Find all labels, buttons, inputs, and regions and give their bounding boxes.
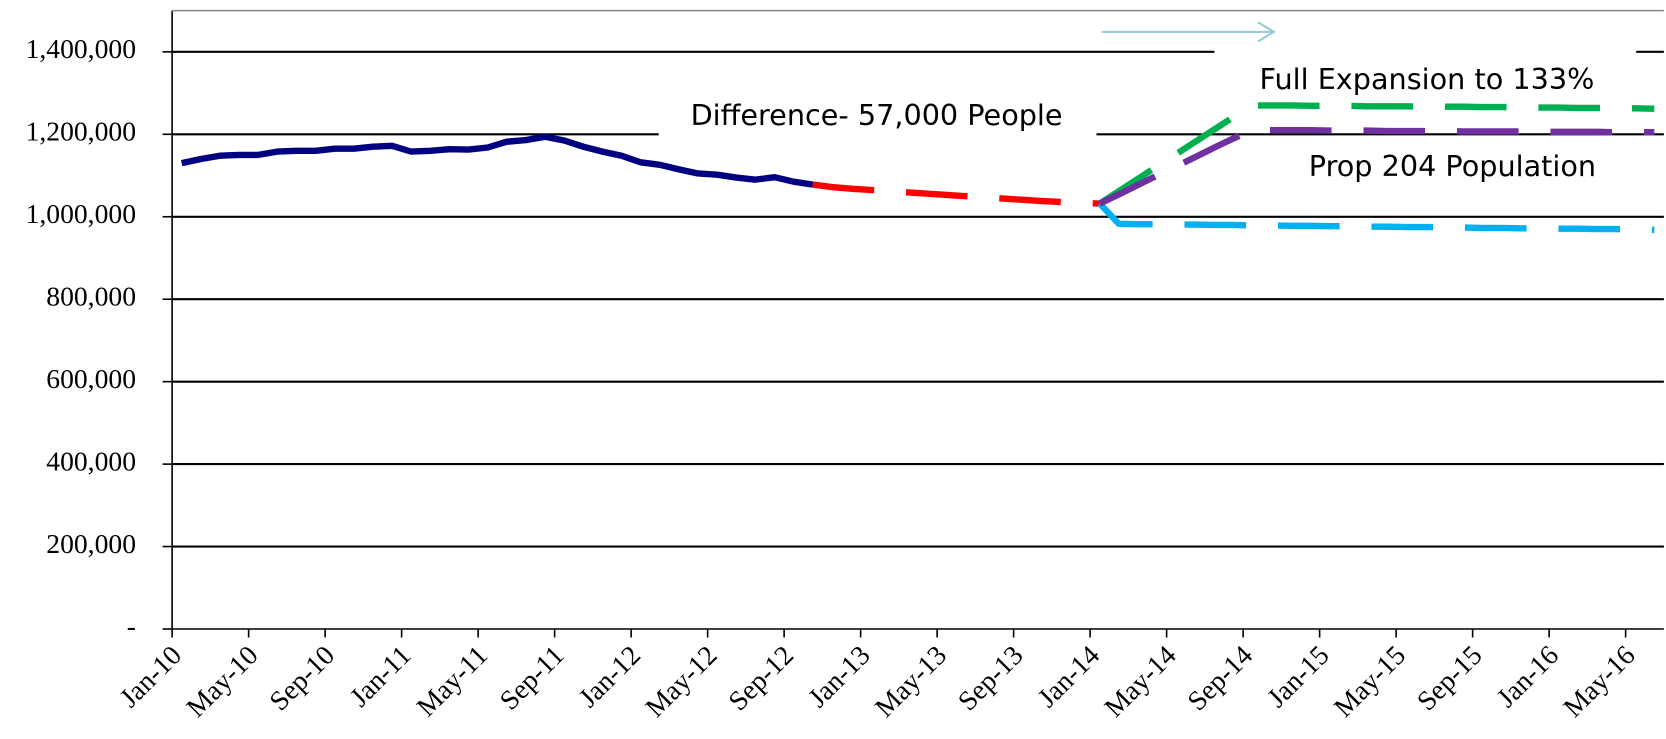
y-tick-label: 200,000 bbox=[46, 528, 136, 559]
arrow-head bbox=[1257, 21, 1277, 43]
y-tick-label: 600,000 bbox=[46, 363, 136, 394]
x-tick-label: May-16 bbox=[1557, 639, 1641, 723]
x-tick-label: Jan-10 bbox=[113, 639, 187, 713]
y-tick-label: 800,000 bbox=[46, 281, 136, 312]
x-tick-label: May-13 bbox=[868, 639, 952, 723]
annotation-bg bbox=[658, 93, 1097, 141]
series-line bbox=[181, 133, 814, 188]
x-tick-label: Sep-11 bbox=[493, 639, 570, 716]
annotation: Difference- 57,000 People bbox=[691, 98, 1063, 132]
x-tick-label: Jan-12 bbox=[572, 639, 646, 713]
x-tick-label: Sep-13 bbox=[951, 639, 1028, 716]
x-tick-label: Sep-15 bbox=[1410, 639, 1487, 716]
x-tick-label: May-10 bbox=[180, 639, 264, 723]
y-tick-label: 1,400,000 bbox=[26, 33, 136, 64]
series-line bbox=[812, 181, 1100, 207]
annotation-bg bbox=[1249, 136, 1664, 194]
series-line bbox=[1097, 201, 1655, 234]
annotation-bg bbox=[1214, 40, 1637, 100]
x-tick-label: Sep-10 bbox=[263, 639, 340, 716]
x-tick-label: May-11 bbox=[410, 639, 493, 722]
y-tick-label: 400,000 bbox=[46, 445, 136, 476]
series-line bbox=[1098, 126, 1655, 207]
x-tick-label: Jan-16 bbox=[1490, 639, 1564, 713]
x-tick-label: Sep-14 bbox=[1181, 639, 1258, 716]
plot: - 200,000 400,000 600,000 800,000 1,000,000 1,… bbox=[26, 9, 1664, 723]
series-line bbox=[1097, 102, 1655, 207]
x-tick-label: Sep-12 bbox=[722, 639, 799, 716]
y-tick-label: 1,200,000 bbox=[26, 116, 136, 147]
x-tick-label: Jan-15 bbox=[1261, 639, 1335, 713]
x-tick-label: May-15 bbox=[1327, 639, 1411, 723]
y-tick-label: 1,000,000 bbox=[26, 198, 136, 229]
x-tick-label: May-14 bbox=[1098, 639, 1182, 723]
x-tick-label: May-12 bbox=[639, 639, 723, 723]
annotation: Full Expansion to 133% bbox=[1260, 62, 1595, 96]
x-tick-label: Jan-13 bbox=[802, 639, 876, 713]
x-tick-label: Jan-11 bbox=[343, 639, 416, 712]
annotation: Prop 204 Population bbox=[1309, 149, 1596, 183]
x-tick-label: Jan-14 bbox=[1031, 639, 1105, 713]
y-tick-label: - bbox=[127, 610, 136, 641]
